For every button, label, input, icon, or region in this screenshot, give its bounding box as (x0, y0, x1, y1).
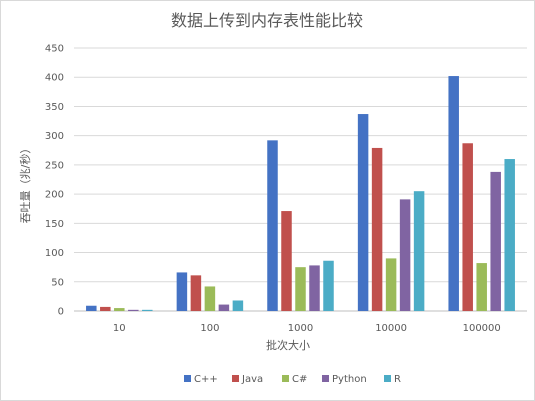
y-tick-label: 350 (45, 102, 64, 113)
bar-python-10 (128, 309, 139, 311)
legend-entry: C# (292, 374, 307, 385)
legend-swatch (322, 375, 329, 382)
y-axis-label: 吞吐量（兆/秒） (18, 143, 32, 224)
x-tick-label: 10000 (375, 323, 407, 334)
y-tick-label: 50 (51, 277, 64, 288)
x-axis-label: 批次大小 (266, 338, 310, 352)
legend: C++ Java C# Python R (184, 374, 401, 385)
x-tick-label: 10 (113, 323, 126, 334)
x-tick-label: 100000 (463, 323, 501, 334)
legend-swatch (184, 375, 191, 382)
bar-c-10 (86, 305, 97, 311)
bar-python-100 (218, 304, 230, 311)
y-tick-label: 300 (45, 131, 64, 142)
bar-r-10000 (413, 191, 425, 311)
legend-entry: Java (241, 374, 263, 385)
x-axis-ticks: 10 100 1000 10000 100000 (113, 323, 501, 334)
bar-java-100000 (462, 143, 473, 311)
bar-c-10000 (385, 258, 397, 311)
bar-c-10000 (357, 114, 369, 311)
bar-c-1000 (295, 267, 306, 311)
y-tick-label: 100 (45, 248, 64, 259)
y-axis-ticks: 0 50 100 150 200 250 300 350 400 450 (45, 44, 64, 318)
bar-c-100000 (476, 263, 487, 311)
gridlines (74, 47, 527, 312)
x-tick-label: 100 (200, 323, 219, 334)
y-tick-label: 250 (45, 160, 64, 171)
bar-java-10 (100, 306, 111, 311)
legend-swatch (282, 375, 289, 382)
bar-r-1000 (323, 260, 334, 311)
bar-java-1000 (281, 211, 292, 311)
bar-r-10 (142, 309, 153, 311)
bar-java-100 (190, 275, 202, 311)
legend-entry: Python (332, 374, 367, 385)
x-tick-label: 1000 (288, 323, 313, 334)
bar-python-10000 (399, 199, 411, 311)
bar-c-100000 (448, 76, 459, 311)
y-tick-label: 150 (45, 219, 64, 230)
y-tick-label: 0 (58, 307, 64, 318)
bar-r-100 (232, 300, 244, 311)
bar-python-1000 (309, 265, 320, 311)
chart-title: 数据上传到内存表性能比较 (171, 11, 363, 30)
bar-c-1000 (267, 140, 278, 311)
legend-entry: C++ (194, 374, 218, 385)
bar-java-10000 (371, 147, 383, 311)
bar-python-100000 (490, 171, 501, 311)
legend-swatch (232, 375, 239, 382)
bar-r-100000 (504, 159, 515, 311)
legend-swatch (384, 375, 391, 382)
bar-c-100 (204, 286, 216, 311)
y-tick-label: 400 (45, 73, 64, 84)
bars (86, 76, 515, 311)
y-tick-label: 450 (45, 44, 64, 55)
y-tick-label: 200 (45, 190, 64, 201)
legend-entry: R (394, 374, 401, 385)
bar-c-10 (114, 308, 125, 311)
bar-c-100 (176, 272, 188, 311)
